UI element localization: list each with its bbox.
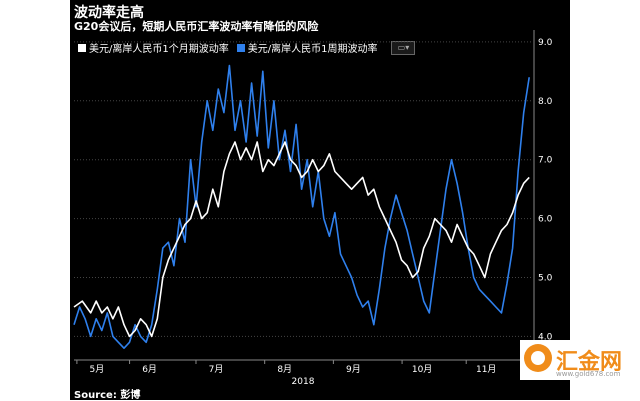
x-tick-label: 8月 (277, 364, 292, 375)
series-line-1w (73, 64, 530, 349)
x-tick-label: 10月 (412, 364, 432, 375)
y-tick-label: 9.0 (538, 38, 553, 48)
logo-brand: 汇金网 (556, 350, 623, 375)
chart-panel: 波动率走高 G20会议后，短期人民币汇率波动率有降低的风险 美元/离岸人民币1个… (70, 0, 570, 401)
y-tick-label: 8.0 (538, 97, 553, 107)
legend-label-white: 美元/离岸人民币1个月期波动率 (89, 44, 229, 55)
x-tick-label: 9月 (346, 364, 361, 375)
y-tick-label: 4.0 (538, 332, 553, 342)
plot-area: 9.0 8.0 7.0 6.0 5.0 4.0 5月 6月 7月 8月 9月 10月 11月 2018 (73, 30, 553, 387)
y-tick-label: 7.0 (538, 156, 553, 166)
x-tick-label: 11月 (476, 364, 496, 375)
series-line-1m (73, 141, 530, 338)
source-note: Source: 彭博 (74, 390, 141, 401)
logo-icon (524, 344, 552, 372)
chart-subtitle: G20会议后，短期人民币汇率波动率有降低的风险 (74, 20, 319, 33)
x-tick-label: 7月 (209, 364, 224, 375)
watermark-logo: 汇金网 www.gold678.com (520, 340, 640, 380)
legend-label-blue: 美元/离岸人民币1周期波动率 (247, 44, 378, 55)
legend: 美元/离岸人民币1个月期波动率 美元/离岸人民币1周期波动率 ▭▾ (78, 40, 416, 55)
chart-type-toggle-icon[interactable]: ▭▾ (391, 40, 416, 55)
x-tick-label: 5月 (90, 364, 105, 375)
legend-item-blue: 美元/离岸人民币1周期波动率 (236, 40, 378, 55)
chart-title: 波动率走高 (74, 5, 144, 21)
y-tick-label: 5.0 (538, 274, 553, 284)
legend-item-white: 美元/离岸人民币1个月期波动率 (78, 40, 229, 55)
logo-url: www.gold678.com (556, 370, 621, 378)
y-tick-label: 6.0 (538, 215, 553, 225)
x-year-label: 2018 (292, 377, 315, 387)
legend-swatch-blue (236, 43, 245, 52)
legend-swatch-white (78, 43, 86, 52)
x-tick-label: 6月 (142, 364, 157, 375)
